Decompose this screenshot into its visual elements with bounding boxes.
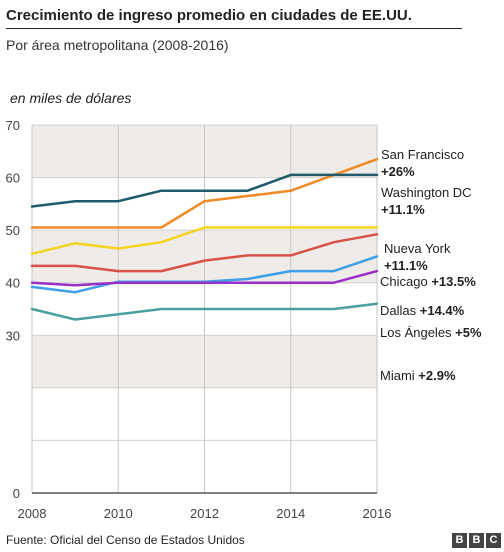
series-line	[30, 269, 379, 287]
series-label: Miami +2.9%	[380, 368, 456, 383]
bbc-logo: B B C	[452, 533, 501, 548]
logo-letter: B	[469, 533, 484, 548]
x-tick-label: 2014	[276, 506, 305, 521]
logo-letter: C	[486, 533, 501, 548]
series-label: Los Ángeles +5%	[380, 325, 482, 340]
unit-note: en miles de dólares	[10, 90, 132, 106]
y-tick-label: 60	[6, 171, 20, 186]
series-line	[30, 233, 379, 273]
y-tick-label: 30	[6, 328, 20, 343]
chart-subtitle: Por área metropolitana (2008-2016)	[6, 37, 229, 53]
series-label-name: Nueva York	[384, 241, 451, 256]
series-line	[30, 173, 379, 208]
series-label: Chicago +13.5%	[380, 274, 476, 289]
series-label-change: +11.1%	[381, 202, 425, 217]
series-label-change: +26%	[381, 164, 415, 179]
series-label-name: Washington DC	[381, 185, 472, 200]
title-underline	[6, 28, 462, 29]
series-line	[30, 302, 379, 321]
x-tick-label: 2008	[18, 506, 47, 521]
series-label-name: San Francisco	[381, 147, 464, 162]
y-tick-label: 0	[13, 486, 20, 501]
y-tick-label: 70	[6, 118, 20, 133]
series-line	[30, 226, 379, 256]
source-note: Fuente: Oficial del Censo de Estados Uni…	[6, 533, 245, 547]
logo-letter: B	[452, 533, 467, 548]
series-label-change: +11.1%	[384, 258, 428, 273]
x-tick-label: 2012	[190, 506, 219, 521]
x-tick-label: 2010	[104, 506, 133, 521]
y-tick-label: 50	[6, 223, 20, 238]
chart-title: Crecimiento de ingreso promedio en ciuda…	[6, 7, 412, 24]
y-tick-label: 40	[6, 276, 20, 291]
x-tick-label: 2016	[363, 506, 392, 521]
series-label: Dallas +14.4%	[380, 303, 465, 318]
series-line	[30, 157, 379, 229]
